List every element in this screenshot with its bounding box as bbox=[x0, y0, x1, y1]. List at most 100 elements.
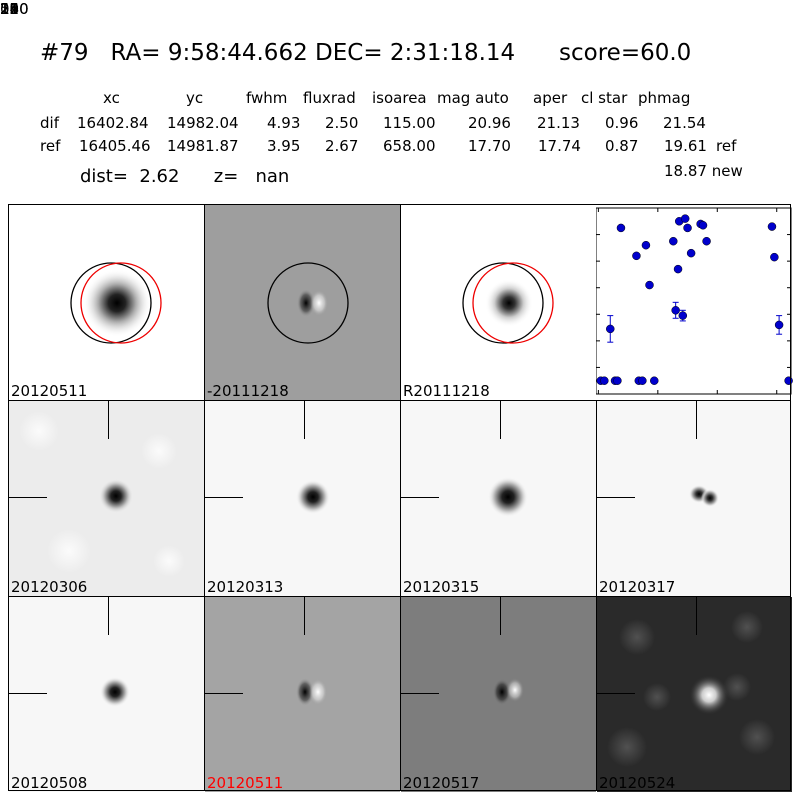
dif-cl-star: 0.96 bbox=[605, 114, 639, 132]
data-point bbox=[673, 264, 683, 274]
light-curve-plot bbox=[596, 207, 793, 395]
data-point bbox=[678, 311, 688, 320]
ref-xc: 16405.46 bbox=[79, 137, 151, 155]
col-aper: aper bbox=[533, 89, 568, 107]
crosshair-left bbox=[597, 693, 635, 694]
data-point bbox=[680, 214, 690, 223]
ref-fluxrad: 2.67 bbox=[325, 137, 359, 155]
x-tick-label: 100 bbox=[0, 0, 29, 18]
grid-divider bbox=[204, 204, 205, 791]
panel-epoch-image: 20120313 bbox=[205, 401, 400, 596]
dif-mag-auto: 20.96 bbox=[468, 114, 511, 132]
grid-divider bbox=[8, 596, 791, 597]
crosshair-left bbox=[205, 693, 243, 694]
crosshair-top bbox=[696, 597, 697, 635]
panel-label: 20120511 bbox=[207, 774, 284, 792]
panel-label: 20120317 bbox=[599, 578, 676, 596]
new-aperture-circle bbox=[472, 262, 554, 344]
crosshair-top bbox=[108, 597, 109, 635]
crosshair-left bbox=[9, 497, 47, 498]
panel-label: -20111218 bbox=[207, 382, 289, 400]
y-tick-label: 21 bbox=[0, 0, 20, 18]
dif-isoarea: 115.00 bbox=[383, 114, 436, 132]
y-tick-label: 23 bbox=[0, 0, 20, 18]
col-cl-star: cl star bbox=[581, 89, 628, 107]
data-point bbox=[698, 221, 708, 230]
data-point bbox=[638, 376, 647, 385]
data-point bbox=[645, 280, 654, 290]
stamp-image bbox=[462, 262, 554, 344]
dist-redshift: dist= 2.62 z= nan bbox=[80, 166, 290, 187]
col-fluxrad: fluxrad bbox=[303, 89, 356, 107]
panel-label: 20120524 bbox=[599, 774, 676, 792]
col-xc: xc bbox=[103, 89, 120, 107]
data-point bbox=[683, 223, 692, 233]
panel-epoch-image: 20120317 bbox=[597, 401, 792, 596]
stamp-image bbox=[19, 411, 185, 577]
crosshair-left bbox=[597, 497, 635, 498]
data-point bbox=[784, 376, 793, 385]
ref-aperture-circle bbox=[70, 262, 152, 344]
crosshair-left bbox=[401, 693, 439, 694]
stamp-image bbox=[607, 611, 775, 767]
y-tick-label: 26 bbox=[0, 0, 20, 18]
data-point bbox=[669, 236, 678, 246]
crosshair-left bbox=[205, 497, 243, 498]
col-yc: yc bbox=[186, 89, 204, 107]
data-point bbox=[671, 306, 680, 315]
grid-divider bbox=[8, 400, 791, 401]
dif-phmag: 21.54 bbox=[663, 114, 706, 132]
data-point bbox=[606, 324, 615, 334]
crosshair-top bbox=[696, 401, 697, 439]
stamp-image bbox=[70, 262, 162, 344]
stamp-image bbox=[488, 477, 528, 517]
panel-label: 20120315 bbox=[403, 578, 480, 596]
new-aperture-circle bbox=[80, 262, 162, 344]
panel-label: 20120306 bbox=[11, 578, 88, 596]
col-phmag: phmag bbox=[638, 89, 691, 107]
plot-axes-box bbox=[596, 207, 792, 395]
stamp-image bbox=[493, 678, 524, 705]
crosshair-top bbox=[500, 597, 501, 635]
panel-epoch-image: 20120306 bbox=[9, 401, 204, 596]
ref-isoarea: 658.00 bbox=[383, 137, 436, 155]
panel-difference-image: -20111218 bbox=[205, 205, 400, 400]
crosshair-left bbox=[401, 497, 439, 498]
crosshair-top bbox=[304, 597, 305, 635]
ref-yc: 14981.87 bbox=[167, 137, 239, 155]
x-tick-label: 150 bbox=[0, 0, 29, 18]
y-tick-label: 22 bbox=[0, 0, 20, 18]
crosshair-top bbox=[500, 401, 501, 439]
data-point bbox=[613, 376, 622, 385]
grid-divider bbox=[400, 204, 401, 791]
dif-fwhm: 4.93 bbox=[267, 114, 301, 132]
panel-label: R20111218 bbox=[403, 382, 490, 400]
panel-label: 20120313 bbox=[207, 578, 284, 596]
panel-epoch-difference: 20120517 bbox=[401, 597, 596, 792]
y-tick-label: 19 bbox=[0, 0, 20, 18]
ref-suffix: ref bbox=[716, 137, 737, 155]
panel-label: 20120508 bbox=[11, 774, 88, 792]
aperture-circle bbox=[267, 262, 349, 344]
panel-epoch-image: 20120315 bbox=[401, 401, 596, 596]
dif-xc: 16402.84 bbox=[77, 114, 149, 132]
data-point bbox=[770, 252, 779, 262]
panel-epoch-difference: 20120511 bbox=[205, 597, 400, 792]
row-label-ref: ref bbox=[40, 137, 61, 155]
x-tick-label: 0 bbox=[0, 0, 10, 18]
data-point bbox=[650, 376, 659, 385]
ref-phmag: 19.61 bbox=[664, 137, 707, 155]
data-point bbox=[767, 222, 777, 231]
crosshair-left bbox=[9, 693, 47, 694]
data-point bbox=[641, 240, 651, 250]
stamp-image bbox=[267, 262, 349, 344]
panel-epoch-difference: 20120524 bbox=[597, 597, 792, 792]
panel-label: 20120517 bbox=[403, 774, 480, 792]
data-point bbox=[616, 223, 626, 233]
col-mag-auto: mag auto bbox=[437, 89, 509, 107]
panel-epoch-image: 20120508 bbox=[9, 597, 204, 792]
data-point bbox=[774, 320, 784, 330]
data-point bbox=[632, 251, 641, 261]
x-tick-label: 50 bbox=[0, 0, 20, 18]
y-tick-label: 24 bbox=[0, 0, 20, 18]
